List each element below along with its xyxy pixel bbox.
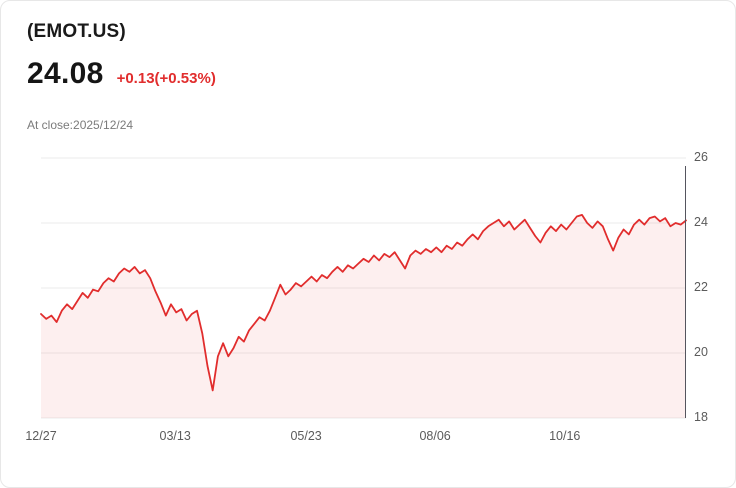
price-chart[interactable] [40,157,687,419]
y-axis-label: 26 [694,150,708,164]
x-axis-label: 05/23 [290,429,322,443]
price-line [40,214,687,392]
x-axis-label: 03/13 [159,429,191,443]
price-row: 24.08 +0.13(+0.53%) [27,57,216,91]
stock-price: 24.08 [27,57,104,90]
y-axis-label: 18 [694,410,708,424]
price-change: +0.13(+0.53%) [116,70,216,87]
x-axis-label: 10/16 [549,429,581,443]
stock-symbol: (EMOT.US) [27,21,126,42]
close-time: At close:2025/12/24 [27,118,134,132]
y-axis-label: 20 [694,345,708,359]
x-axis-label: 08/06 [419,429,451,443]
y-axis-label: 24 [694,215,708,229]
grid-lines [41,157,686,419]
y-axis-label: 22 [694,280,708,294]
x-axis-label: 12/27 [25,429,57,443]
area-fill [41,214,686,418]
